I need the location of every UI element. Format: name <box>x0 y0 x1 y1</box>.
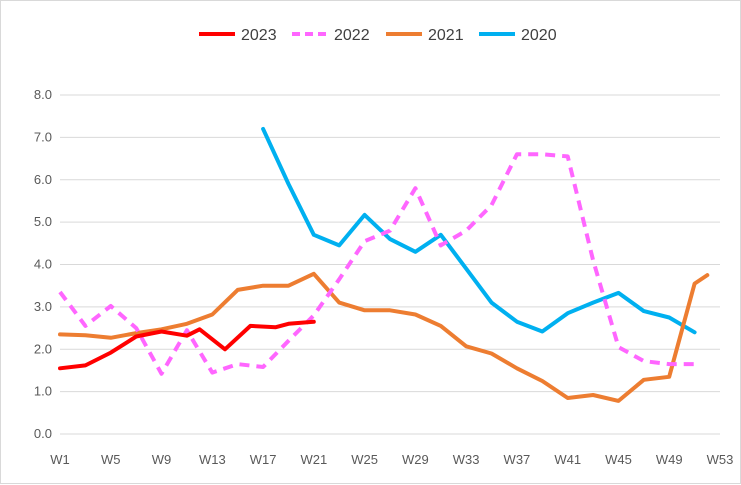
legend-label-2023: 2023 <box>241 27 277 44</box>
legend-label-2022: 2022 <box>334 27 370 44</box>
y-tick-label: 3.0 <box>34 299 52 314</box>
y-tick-label: 4.0 <box>34 257 52 272</box>
series-line-2023 <box>58 319 316 371</box>
x-tick-label: W33 <box>453 452 480 467</box>
y-axis-tick-labels: 0.0 1.0 2.0 3.0 4.0 5.0 6.0 7.0 8.0 <box>34 87 52 441</box>
x-tick-label: W29 <box>402 452 429 467</box>
x-tick-label: W5 <box>101 452 121 467</box>
x-tick-label: W1 <box>50 452 70 467</box>
x-tick-label: W21 <box>300 452 327 467</box>
x-axis-tick-labels: W1 W5 W9 W13 W17 W21 W25 W29 W33 W37 W41 W45 W49 W53 <box>50 452 733 467</box>
x-tick-label: W41 <box>554 452 581 467</box>
series-line-2022 <box>58 152 695 376</box>
y-tick-label: 1.0 <box>34 384 52 399</box>
x-tick-label: W49 <box>656 452 683 467</box>
legend: 2023 2022 2021 2020 <box>199 27 557 44</box>
legend-label-2020: 2020 <box>521 27 557 44</box>
y-tick-label: 8.0 <box>34 87 52 102</box>
series-line-2020 <box>261 126 697 335</box>
x-tick-label: W45 <box>605 452 632 467</box>
x-tick-label: W13 <box>199 452 226 467</box>
x-tick-label: W25 <box>351 452 378 467</box>
y-tick-label: 7.0 <box>34 129 52 144</box>
series-line-2021 <box>58 271 710 403</box>
x-tick-label: W37 <box>504 452 531 467</box>
x-tick-label: W17 <box>250 452 277 467</box>
series-lines <box>58 126 710 403</box>
x-tick-label: W53 <box>707 452 734 467</box>
legend-label-2021: 2021 <box>428 27 464 44</box>
gridlines <box>60 94 720 435</box>
y-tick-label: 0.0 <box>34 426 52 441</box>
y-tick-label: 5.0 <box>34 214 52 229</box>
y-tick-label: 6.0 <box>34 172 52 187</box>
y-tick-label: 2.0 <box>34 341 52 356</box>
x-tick-label: W9 <box>152 452 172 467</box>
